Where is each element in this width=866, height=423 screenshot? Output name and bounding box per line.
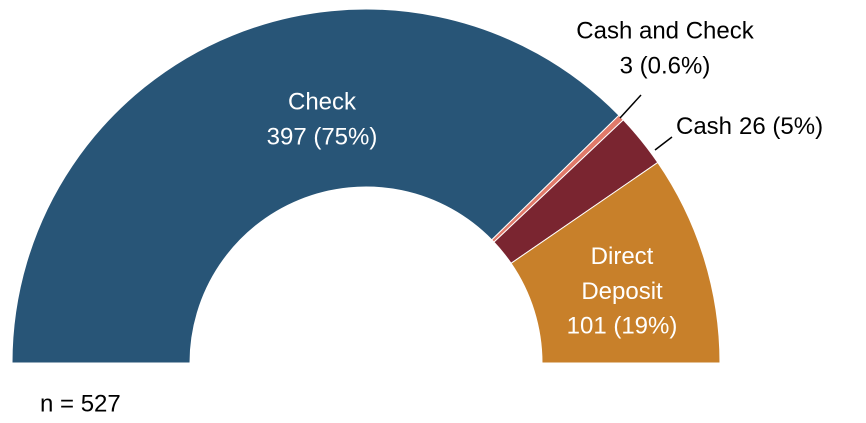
slice <box>11 8 620 364</box>
value-label: 397 (75%) <box>267 123 378 150</box>
category-label: Check <box>288 88 357 115</box>
category-label: Cash and Check <box>576 17 754 44</box>
slice-label: Cash 26 (5%) <box>676 113 823 140</box>
leader-line <box>619 94 642 119</box>
sample-size-note: n = 527 <box>40 390 121 417</box>
category-label: Cash <box>676 113 732 140</box>
value-label: 101 (19%) <box>567 312 678 339</box>
value-label: 3 (0.6%) <box>620 52 711 79</box>
slice <box>510 161 721 364</box>
value-label: 26 (5%) <box>739 113 823 140</box>
category-label: Direct Deposit <box>581 243 663 305</box>
leader-line <box>654 136 673 151</box>
